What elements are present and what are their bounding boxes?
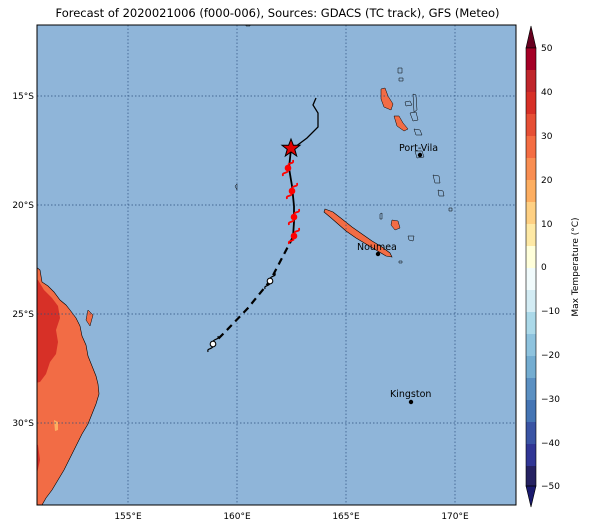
colorbar: 50 40 30 20 10 0 −10 −20 −30 −40 −50 Max… <box>525 25 581 508</box>
city-label-kingston: Kingston <box>390 389 431 400</box>
vanuatu-island <box>393 115 409 132</box>
vanuatu-island <box>380 87 394 111</box>
colorbar-tick-label: −20 <box>541 351 560 361</box>
vanuatu-island <box>413 128 423 136</box>
loyalty-island <box>379 212 383 220</box>
vanuatu-island <box>397 67 403 74</box>
lat-label: 30°S <box>12 419 34 429</box>
colorbar-tick-label: 20 <box>541 176 553 186</box>
lat-label: 20°S <box>12 201 34 211</box>
colorbar-tick-label: 40 <box>541 88 553 98</box>
map-frame <box>36 24 517 506</box>
colorbar-tick-label: 50 <box>541 44 553 54</box>
graticule <box>37 25 516 505</box>
colorbar-tick-label: 10 <box>541 220 553 230</box>
forecast-track-solid <box>288 148 295 238</box>
small-island <box>245 25 251 27</box>
colorbar-tick-label: 0 <box>541 263 547 273</box>
loyalty-island <box>407 235 415 242</box>
ocean-area <box>37 25 516 505</box>
city-dot <box>408 399 414 405</box>
vanuatu-island <box>432 174 441 184</box>
longitude-labels: 155°E 160°E 165°E 170°E <box>114 512 469 522</box>
vanuatu-island <box>398 77 404 82</box>
lon-label: 165°E <box>332 512 360 522</box>
new-caledonia <box>323 208 393 258</box>
efate-island <box>414 150 425 159</box>
australia-hot-region-2 <box>37 444 40 474</box>
city-dot <box>417 152 423 158</box>
colorbar-tick-label: 30 <box>541 132 553 142</box>
latitude-labels: 15°S 20°S 25°S 30°S <box>12 92 34 429</box>
coastal-island <box>85 309 94 327</box>
colorbar-tick-label: −50 <box>541 482 560 492</box>
lon-label: 170°E <box>441 512 469 522</box>
lat-label: 15°S <box>12 92 34 102</box>
lon-label: 160°E <box>223 512 251 522</box>
colorbar-label: Max Temperature (°C) <box>571 217 581 316</box>
vanuatu-island <box>409 111 419 122</box>
lon-label: 155°E <box>114 512 142 522</box>
city-label-port-vila: Port-Vila <box>399 143 438 154</box>
vanuatu-island <box>448 207 453 212</box>
colorbar-tick-label: −10 <box>541 307 560 317</box>
map-title: Forecast of 2020021006 (f000-006), Sourc… <box>55 6 500 20</box>
current-position-star-icon <box>280 137 302 158</box>
colorbar-tick-label: −30 <box>541 395 560 405</box>
australia-hot-region <box>37 279 60 383</box>
city-dot <box>375 251 381 257</box>
colorbar-top-extension <box>525 25 537 49</box>
colorbar-ticks: 50 40 30 20 10 0 −10 −20 −30 −40 −50 <box>541 44 560 492</box>
isle-of-pines <box>398 260 403 264</box>
loyalty-island <box>390 219 401 231</box>
colorbar-bottom-extension <box>525 485 537 508</box>
city-markers: Port-Vila Noumea Kingston <box>357 143 438 405</box>
vanuatu-island <box>404 100 413 107</box>
city-label-noumea: Noumea <box>357 242 397 253</box>
lat-label: 25°S <box>12 310 34 320</box>
vanuatu-island <box>412 93 418 113</box>
vanuatu-island <box>437 189 445 197</box>
colorbar-tick-label: −40 <box>541 439 560 449</box>
cyclone-track <box>207 97 319 353</box>
